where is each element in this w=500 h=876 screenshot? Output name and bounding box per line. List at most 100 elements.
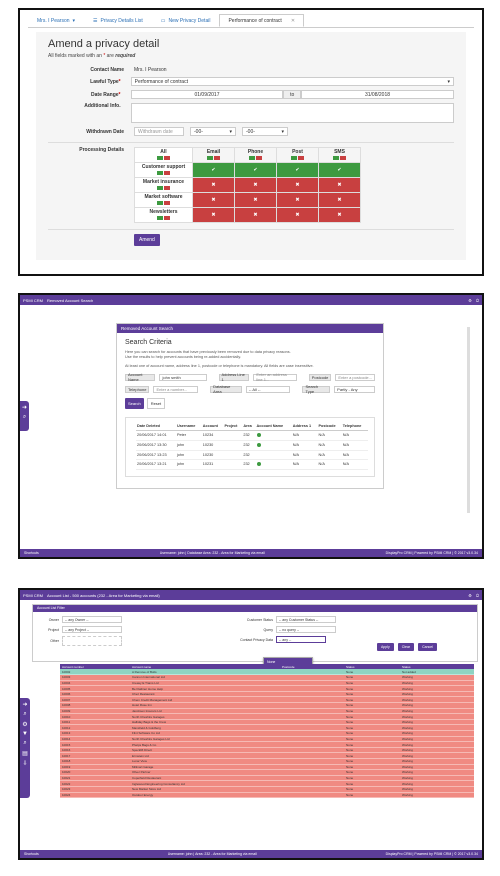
consent-cell[interactable]: ✖ — [192, 177, 235, 193]
column-header[interactable]: Postcode — [280, 664, 344, 669]
export-icon[interactable]: ⇩ — [22, 761, 28, 767]
table-row[interactable]: 10020 Oliver Partner None Working — [60, 769, 474, 776]
column-header[interactable]: Project — [223, 421, 243, 431]
table-row[interactable]: 10024 Outdoor Energy None Working — [60, 792, 474, 799]
column-header[interactable]: Status — [344, 664, 400, 669]
database-area-select[interactable]: -- All -- — [245, 385, 291, 393]
lawful-type-select[interactable]: Performance of contract ▾ — [130, 77, 454, 86]
toggle-group[interactable] — [249, 155, 262, 160]
dropdown-option[interactable]: None — [264, 658, 312, 666]
toggle-group[interactable] — [157, 185, 170, 190]
column-header[interactable]: Username — [175, 421, 202, 431]
shortcuts-link[interactable]: Shortcuts — [24, 551, 39, 555]
additional-info-textarea[interactable] — [130, 103, 454, 123]
table-row[interactable]: 10009 Jacobsen Insurers Ltd None Working — [60, 708, 474, 715]
table-row[interactable]: 10022 Inglewood Engineering Consultancy L… — [60, 780, 474, 787]
amend-button[interactable]: Amend — [134, 234, 160, 246]
project-select[interactable]: -- any Project -- — [62, 626, 122, 633]
toggle-group[interactable] — [157, 170, 170, 175]
consent-cell[interactable]: ✖ — [276, 207, 319, 223]
column-header[interactable]: Address 1 — [291, 421, 318, 431]
settings-icon[interactable]: ⚙ — [468, 297, 472, 303]
cancel-button[interactable]: Cancel — [418, 643, 437, 651]
owner-select[interactable]: -- any Owner -- — [62, 616, 122, 623]
withdrawn-hour-select[interactable]: -00- ▾ — [190, 127, 236, 136]
telephone-input[interactable]: Enter a number... — [153, 385, 199, 393]
table-row[interactable]: 10004 Creasy E Trams Ltd None Working — [60, 680, 474, 687]
toggle-group[interactable] — [157, 155, 170, 160]
column-header[interactable]: Account Name — [255, 421, 292, 431]
withdrawn-minute-select[interactable]: -00- ▾ — [242, 127, 288, 136]
date-from-input[interactable]: 01/09/2017 — [130, 90, 284, 99]
table-row[interactable]: 10018 Lunar View None Working — [60, 758, 474, 765]
power-icon[interactable]: ⏻ — [475, 297, 479, 303]
tab-contact[interactable]: Mrs. I Pearson ▾ — [28, 14, 84, 27]
consent-cell[interactable]: ✖ — [234, 177, 277, 193]
table-row[interactable]: 10015 Phelps Bags & Co None Working — [60, 741, 474, 748]
table-row[interactable]: 10007 Chem Credit Management Ltd None Worki… — [60, 696, 474, 704]
customer-status-select[interactable]: -- any Customer Status -- — [276, 616, 336, 623]
table-row[interactable]: 10016 Specklift Direct None Working — [60, 747, 474, 754]
table-row[interactable]: 10006 Chez Restaurant None Working — [60, 691, 474, 698]
column-header[interactable]: Postcode — [317, 421, 342, 431]
postcode-input[interactable]: Enter a postcode... — [335, 373, 375, 381]
column-header[interactable]: Date Deleted — [136, 421, 176, 431]
consent-cell[interactable]: ✖ — [234, 192, 277, 208]
table-row[interactable]: 20/06/2017 14:01 Peter 10234 232 N/A N/A N/A — [136, 430, 368, 441]
consent-cell[interactable]: ✖ — [192, 207, 235, 223]
column-header[interactable]: Area — [242, 421, 256, 431]
clear-button[interactable]: Clear — [397, 643, 415, 651]
search-icon[interactable]: ⌕ — [23, 711, 27, 717]
arrow-right-icon[interactable]: ➜ — [21, 405, 28, 411]
toggle-group[interactable] — [157, 215, 170, 220]
tab-new-privacy[interactable]: ▭ New Privacy Detail — [152, 14, 220, 27]
toggle-group[interactable] — [157, 200, 170, 205]
withdrawn-date-input[interactable]: Withdrawn date — [134, 127, 184, 136]
tab-privacy-list[interactable]: ☰ Privacy Details List — [84, 14, 152, 27]
table-row[interactable]: 10014 North Cheshire Garages Ltd None Worki… — [60, 736, 474, 743]
column-header[interactable]: Account — [201, 421, 224, 431]
consent-cell[interactable]: ✔ — [276, 162, 319, 178]
column-header[interactable]: Account name — [130, 664, 280, 669]
consent-cell[interactable]: ✔ — [318, 162, 361, 178]
search-type-select[interactable]: Partly - Any — [334, 385, 375, 393]
arrow-right-icon[interactable]: ➜ — [22, 702, 28, 708]
filter-icon[interactable]: ▼ — [22, 731, 28, 737]
query-select[interactable]: -- no query -- — [276, 626, 336, 633]
reset-button[interactable]: Reset — [146, 397, 166, 409]
consent-cell[interactable]: ✖ — [192, 192, 235, 208]
table-row[interactable]: 10019 Millmart Garage None Working — [60, 764, 474, 771]
consent-cell[interactable]: ✖ — [318, 177, 361, 193]
consent-cell[interactable]: ✖ — [318, 192, 361, 208]
document-icon[interactable]: ▤ — [22, 751, 28, 757]
table-row[interactable]: 10021 Coperfield Restaurant None Working — [60, 775, 474, 782]
contact-privacy-select[interactable]: -- any -- — [276, 636, 326, 643]
scrollbar[interactable] — [467, 327, 470, 513]
consent-cell[interactable]: ✖ — [318, 207, 361, 223]
tab-performance[interactable]: Performance of contract ✕ — [219, 14, 305, 27]
shortcuts-link[interactable]: Shortcuts — [24, 852, 39, 856]
other-checkboxes[interactable] — [62, 636, 122, 646]
consent-cell[interactable]: ✖ — [234, 207, 277, 223]
toggle-group[interactable] — [333, 155, 346, 160]
close-icon[interactable]: ✕ — [290, 17, 296, 24]
table-row[interactable]: 10017 Ermstein Ltd None Working — [60, 752, 474, 759]
table-row[interactable]: 10010 North Cheshire Garages None Working — [60, 713, 474, 720]
table-row[interactable]: 20/06/2017 13:21 john 10231 232 N/A N/A N/A — [136, 459, 368, 470]
table-row[interactable]: 20/06/2017 13:23 john 10230 232 N/A N/A N/A — [136, 450, 368, 460]
table-row[interactable]: 10013 Flint Software Co Ltd None Working — [60, 730, 474, 737]
table-row[interactable]: 10002 A Remove of Bolts None Not added — [60, 669, 474, 676]
column-header[interactable]: Status — [400, 664, 474, 669]
power-icon[interactable]: ⏻ — [475, 592, 479, 598]
date-to-input[interactable]: 31/08/2018 — [301, 90, 454, 99]
search-icon[interactable]: ⌕ — [23, 740, 27, 746]
settings-icon[interactable]: ⚙ — [468, 592, 472, 598]
account-name-input[interactable]: john smith — [159, 373, 207, 381]
column-header[interactable]: Telephone — [341, 421, 368, 431]
consent-cell[interactable]: ✔ — [234, 162, 277, 178]
apply-button[interactable]: Apply — [376, 643, 394, 651]
address-input[interactable]: Enter an address line 1... — [253, 372, 297, 382]
consent-cell[interactable]: ✔ — [192, 162, 235, 178]
column-header[interactable]: Account number — [60, 664, 130, 669]
table-row[interactable]: 10011 Halliday Bags & the Crew None Working — [60, 719, 474, 726]
